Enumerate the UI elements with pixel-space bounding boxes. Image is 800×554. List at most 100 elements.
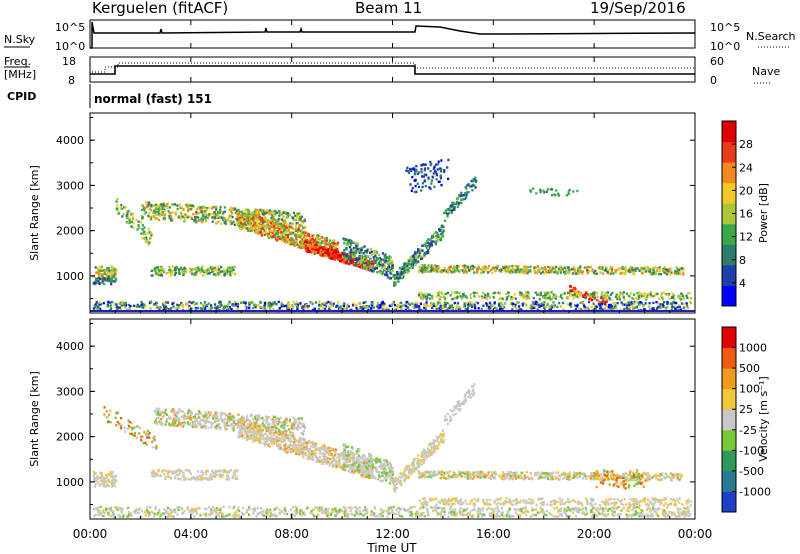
echo-cell [347,253,350,256]
echo-cell [373,249,376,253]
echo-cell [345,304,348,308]
echo-cell [426,251,429,254]
echo-cell [403,271,406,274]
echo-cell [390,266,394,269]
echo-cell [585,294,588,297]
echo-cell [121,215,124,218]
echo-cell [114,416,117,419]
echo-cell [195,212,198,215]
echo-cell [306,232,309,235]
echo-cell [432,265,436,268]
echo-cell [158,308,161,311]
echo-cell [464,295,468,298]
echo-cell [167,472,170,475]
echo-cell [121,302,124,305]
echo-cell [424,266,427,269]
echo-cell [480,307,483,311]
echo-cell [599,271,602,274]
echo-cell [94,266,97,269]
echo-cell [379,303,382,307]
echo-cell [142,231,145,234]
echo-cell [562,301,565,305]
echo-cell [179,471,182,475]
echo-cell [199,271,202,275]
echo-cell [523,267,526,270]
echo-cell [247,229,250,232]
echo-cell [115,268,118,271]
echo-cell [463,197,467,201]
echo-cell [255,222,259,226]
echo-cell [417,294,421,297]
echo-cell [369,251,372,254]
echo-cell [98,302,101,306]
echo-cell [172,269,175,272]
echo-cell [428,264,431,268]
echo-cell [631,304,634,307]
echo-cell [402,275,405,278]
echo-cell [559,267,562,270]
echo-cell [579,270,583,273]
echo-cell [625,292,628,295]
echo-cell [323,246,326,249]
echo-cell [186,205,189,208]
echo-cell [100,472,103,475]
echo-cell [239,225,242,228]
echo-cell [496,264,499,268]
echo-cell [299,235,302,239]
echo-cell [144,200,147,204]
echo-cell [295,229,298,232]
echo-cell [526,269,529,273]
echo-cell [628,306,631,309]
echo-cell [291,227,295,230]
echo-cell [551,267,554,270]
echo-cell [340,257,343,260]
echo-cell [424,242,427,245]
echo-cell [97,276,100,280]
echo-cell [422,244,425,247]
echo-cell [466,184,469,187]
echo-cell [303,217,306,221]
echo-cell [629,268,633,272]
echo-cell [629,292,632,295]
echo-cell [622,296,625,299]
echo-cell [369,247,372,251]
echo-cell [402,266,405,269]
echo-cell [170,273,173,276]
echo-cell [334,242,337,245]
echo-cell [487,294,490,297]
echo-cell [155,474,158,477]
echo-cell [498,298,501,301]
echo-cell [235,470,238,473]
echo-cell [671,305,674,308]
echo-cell [460,201,463,205]
echo-cell [627,303,630,307]
echo-cell [239,212,242,215]
echo-cell [645,298,648,301]
nsky-label: N.Sky [4,33,36,46]
echo-cell [203,211,206,214]
echo-cell [145,237,148,240]
echo-cell [376,301,380,305]
echo-cell [313,250,316,254]
echo-cell [95,476,98,480]
echo-cell [343,259,346,262]
echo-cell [336,248,339,251]
echo-cell [365,262,368,265]
echo-cell [440,169,443,172]
echo-cell [314,248,317,251]
echo-cell [571,294,574,297]
echo-cell [99,476,103,480]
echo-cell [278,211,281,214]
echo-cell [429,160,432,164]
echo-cell [206,217,210,220]
echo-cell [624,267,628,270]
echo-cell [176,307,179,311]
echo-cell [497,303,501,306]
echo-cell [273,425,276,428]
echo-cell [666,306,669,309]
echo-cell [297,226,301,229]
echo-cell [516,268,519,271]
echo-cell [262,209,265,212]
echo-cell [584,308,587,311]
echo-cell [394,283,397,286]
